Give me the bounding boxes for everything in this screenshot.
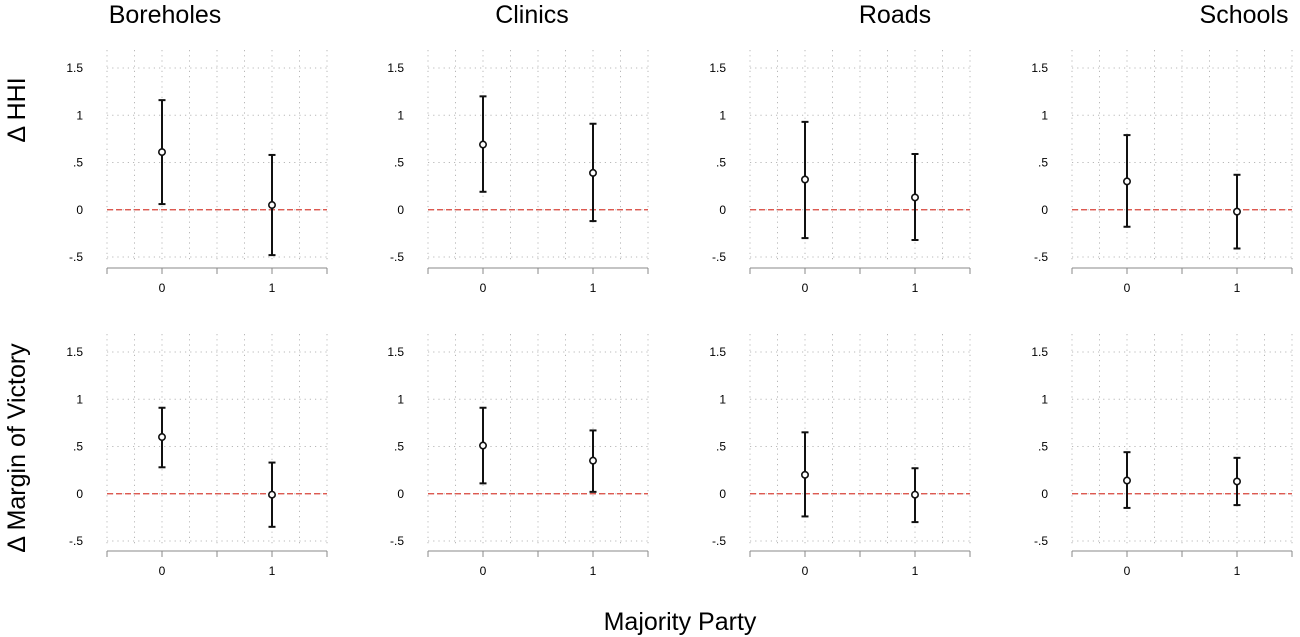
y-tick-label: 1.5 [1031,345,1048,359]
y-tick-label: 1.5 [387,61,404,75]
point-estimate [1233,477,1242,486]
y-tick-label: 1 [397,108,404,122]
x-tick-label: 1 [1234,281,1241,295]
y-tick-label: -.5 [390,250,404,264]
y-tick-label: 1.5 [1031,61,1048,75]
y-tick-label: .5 [73,440,83,454]
point-estimate [1233,207,1242,216]
x-tick-label: 0 [802,564,809,578]
point-estimate [588,456,597,465]
y-tick-label: -.5 [69,534,83,548]
y-tick-label: 1.5 [709,345,726,359]
y-tick-label: 1 [719,108,726,122]
x-tick-label: 1 [269,564,276,578]
row-label-margin-of-victory: Δ Margin of Victory [3,343,31,553]
column-title-roads: Roads [859,1,931,29]
x-tick-label: 0 [159,564,166,578]
panel-boreholes-row-0: 1.51.50-.50 1 [66,50,328,295]
x-tick-label: 1 [912,564,919,578]
point-estimate [267,490,276,499]
x-tick-label: 0 [480,564,487,578]
x-axis-title: Majority Party [604,608,757,636]
y-tick-label: 0 [76,487,83,501]
x-tick-label: 0 [802,281,809,295]
column-title-boreholes: Boreholes [109,1,222,29]
x-tick-label: 0 [1124,564,1131,578]
x-tick-label: 1 [269,281,276,295]
y-tick-label: 1 [397,392,404,406]
y-tick-label: 0 [719,203,726,217]
y-tick-label: 1.5 [66,61,83,75]
point-estimate [478,441,487,450]
panel-roads-row-0: 1.51.50-.50 1 [709,50,971,295]
x-tick-label: 0 [1124,281,1131,295]
point-estimate [800,175,809,184]
point-estimate [158,148,167,157]
y-tick-label: 1 [1041,392,1048,406]
point-estimate [1123,476,1132,485]
x-tick-label: 0 [159,281,166,295]
y-tick-label: .5 [73,156,83,170]
y-tick-label: .5 [716,440,726,454]
y-tick-label: .5 [716,156,726,170]
point-estimate [588,168,597,177]
y-tick-label: -.5 [390,534,404,548]
x-tick-label: 0 [480,281,487,295]
x-tick-label: 1 [590,564,597,578]
y-tick-label: .5 [1038,440,1048,454]
y-tick-label: 1 [719,392,726,406]
point-estimate [478,140,487,149]
y-tick-label: .5 [394,156,404,170]
y-tick-label: 0 [76,203,83,217]
y-tick-label: 0 [1041,487,1048,501]
y-tick-label: .5 [1038,156,1048,170]
column-title-clinics: Clinics [495,1,569,29]
y-tick-label: 0 [1041,203,1048,217]
row-labels: Δ HHI Δ Margin of Victory [3,77,31,552]
y-tick-label: -.5 [1034,534,1048,548]
x-tick-label: 1 [590,281,597,295]
panel-clinics-row-1: 1.51.50-.50 1 [387,334,649,578]
point-estimate [910,490,919,499]
y-tick-label: -.5 [69,250,83,264]
y-tick-label: 1 [1041,108,1048,122]
y-tick-label: -.5 [712,250,726,264]
column-titles: Boreholes Clinics Roads Schools [109,1,1289,29]
y-tick-label: 0 [719,487,726,501]
column-title-schools: Schools [1200,1,1289,29]
panel-roads-row-1: 1.51.50-.50 1 [709,334,971,578]
y-tick-label: 1.5 [66,345,83,359]
panel-schools-row-1: 1.51.50-.50 1 [1031,334,1293,578]
panel-schools-row-0: 1.51.50-.50 1 [1031,50,1293,295]
point-estimate [910,193,919,202]
y-tick-label: 1.5 [387,345,404,359]
y-tick-label: 1.5 [709,61,726,75]
point-estimate [267,201,276,210]
y-tick-label: 1 [76,108,83,122]
y-tick-label: 1 [76,392,83,406]
panel-boreholes-row-1: 1.51.50-.50 1 [66,334,328,578]
x-tick-label: 1 [912,281,919,295]
y-tick-label: -.5 [1034,250,1048,264]
x-tick-label: 1 [1234,564,1241,578]
panel-clinics-row-0: 1.51.50-.50 1 [387,50,649,295]
row-label-hhi: Δ HHI [3,77,31,142]
point-estimate [158,433,167,442]
point-estimate [1123,177,1132,186]
y-tick-label: .5 [394,440,404,454]
y-tick-label: -.5 [712,534,726,548]
panels: 1.51.50-.50 11.51.50-.50 11.51.50-.50 11.51… [66,50,1293,578]
y-tick-label: 0 [397,487,404,501]
point-estimate [800,470,809,479]
y-tick-label: 0 [397,203,404,217]
